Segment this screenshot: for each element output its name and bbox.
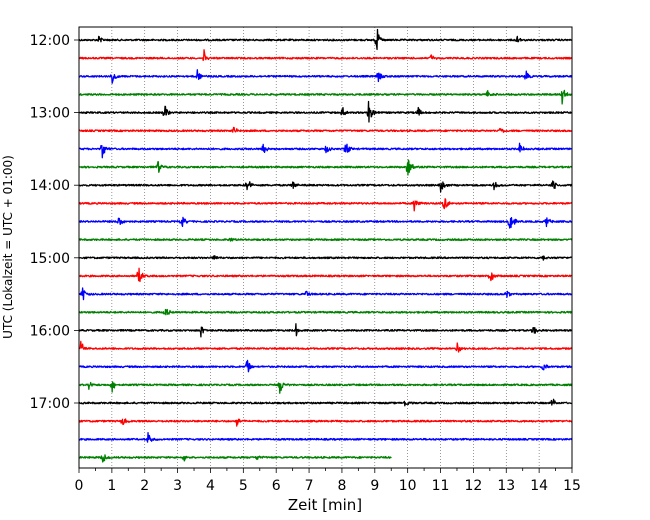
seismogram-trace [78, 418, 573, 427]
seismogram-trace [78, 237, 573, 242]
x-tick-label: 4 [206, 478, 215, 494]
seismogram-trace [78, 126, 573, 133]
x-tick-label: 15 [563, 478, 581, 494]
seismogram-trace [78, 100, 573, 123]
seismogram-trace [78, 431, 573, 443]
y-tick-label: 17:00 [30, 396, 70, 412]
seismogram-trace [78, 323, 573, 338]
y-axis-label: UTC (Lokalzeit = UTC + 01:00) [1, 155, 15, 339]
x-tick-label: 5 [239, 478, 248, 494]
y-tick-label: 15:00 [30, 251, 70, 267]
seismogram-trace [78, 198, 573, 212]
x-tick-label: 0 [75, 478, 84, 494]
plot-background [79, 27, 572, 468]
x-tick-label: 14 [530, 478, 548, 494]
x-tick-label: 9 [370, 478, 379, 494]
seismogram-trace [78, 216, 573, 229]
x-tick-label: 12 [464, 478, 482, 494]
seismogram-trace [78, 340, 573, 353]
seismogram-trace [78, 287, 573, 301]
seismogram-traces [78, 28, 573, 463]
seismogram-trace [78, 89, 573, 105]
x-axis-label: Zeit [min] [288, 496, 362, 514]
y-axis-ticks: 12:00 13:00 14:00 15:00 16:00 17:00 [30, 33, 79, 412]
x-tick-label: 6 [272, 478, 281, 494]
y-tick-label: 13:00 [30, 106, 70, 122]
x-tick-label: 1 [107, 478, 116, 494]
x-tick-label: 3 [173, 478, 182, 494]
x-axis-ticks: 0 1 2 3 4 5 6 7 8 9 10 11 12 13 14 15 [75, 468, 581, 494]
seismogram-trace [78, 398, 573, 407]
y-tick-label: 12:00 [30, 33, 70, 49]
x-tick-label: 8 [337, 478, 346, 494]
seismogram-trace [78, 359, 573, 373]
x-tick-label: 10 [399, 478, 417, 494]
seismogram-trace [78, 267, 573, 283]
seismogram-trace [78, 142, 573, 159]
seismogram-trace [78, 49, 573, 61]
seismogram-trace [78, 159, 573, 176]
seismogram-trace [78, 69, 573, 84]
x-tick-label: 13 [497, 478, 515, 494]
y-tick-label: 16:00 [30, 323, 70, 339]
y-tick-label: 14:00 [30, 178, 70, 194]
seismogram-trace [78, 180, 573, 193]
seismogram-trace [78, 255, 573, 261]
seismogram-trace [78, 454, 392, 463]
x-tick-label: 7 [305, 478, 314, 494]
seismogram-trace [78, 28, 573, 51]
seismogram-trace [78, 308, 573, 316]
x-tick-label: 2 [140, 478, 149, 494]
seismogram-trace [78, 381, 573, 394]
x-tick-label: 11 [432, 478, 450, 494]
